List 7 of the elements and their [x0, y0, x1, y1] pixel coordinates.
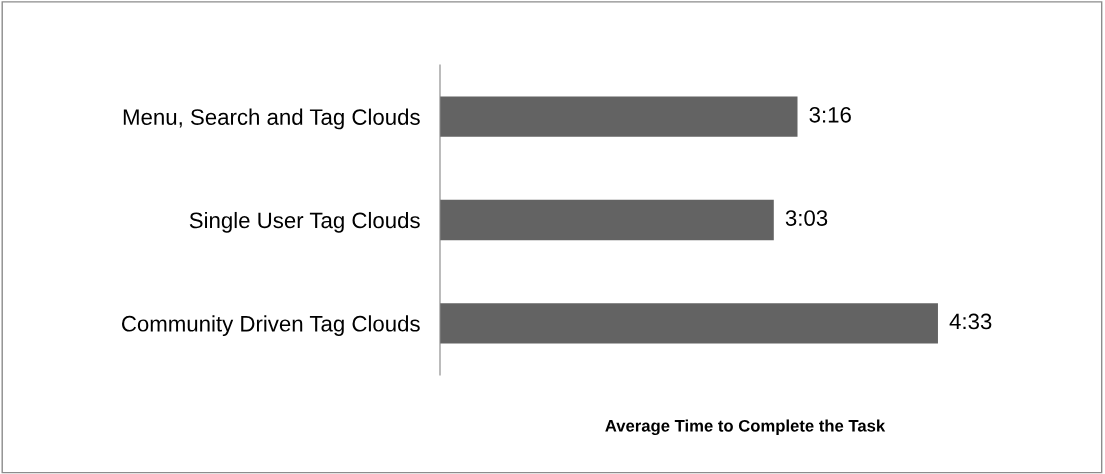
data-label: 3:16 — [809, 106, 851, 123]
data-label: 4:33 — [949, 313, 992, 330]
y-tick-label: Community Driven Tag Clouds — [121, 315, 420, 336]
x-axis-title: Average Time to Complete the Task — [605, 419, 886, 436]
y-tick-label: Single User Tag Clouds — [189, 211, 420, 233]
data-label: 3:03 — [785, 210, 828, 226]
y-tick-label: Menu, Search and Tag Clouds — [123, 108, 420, 130]
